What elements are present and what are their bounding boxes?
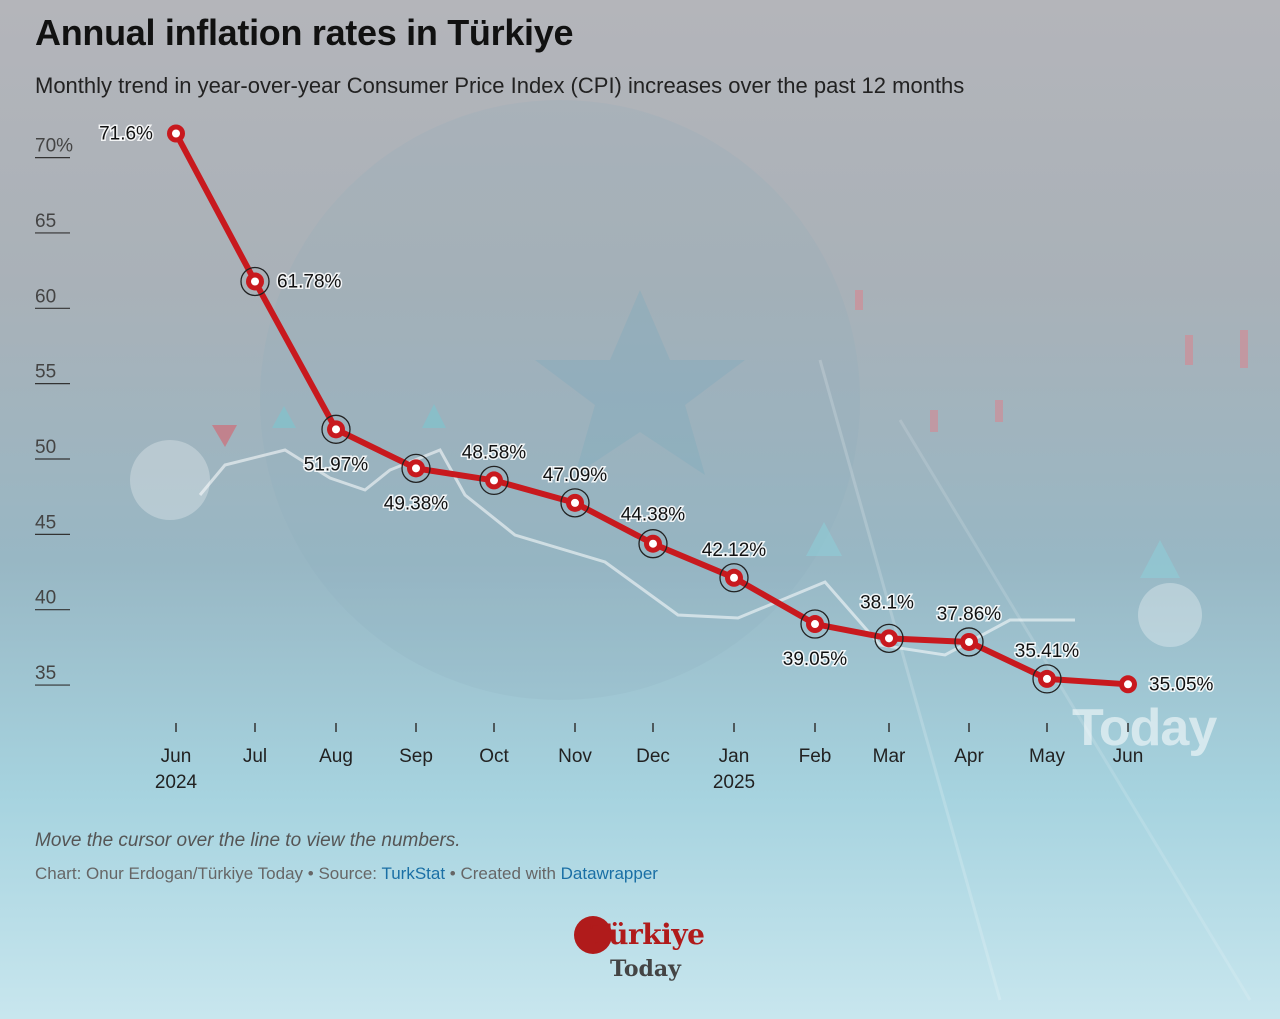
data-point-center — [490, 476, 498, 485]
data-label: 37.86% — [937, 604, 1002, 625]
x-tick-label: May — [1029, 746, 1065, 767]
x-tick-label: Jul — [243, 746, 267, 767]
inflation-series-line — [173, 130, 1131, 688]
data-label: 47.09% — [543, 465, 608, 486]
data-point-center — [251, 277, 259, 286]
data-point-center — [412, 464, 420, 473]
y-tick-label: 50 — [35, 437, 56, 458]
y-tick-label: 40 — [35, 588, 56, 609]
data-label: 51.97% — [304, 454, 369, 475]
x-tick-label: Nov — [558, 746, 592, 767]
data-point-center — [885, 634, 893, 643]
data-point-center — [730, 573, 738, 582]
data-point-center — [811, 620, 819, 629]
footer-credit: Chart: Onur Erdogan/Türkiye Today • Sour… — [35, 864, 382, 883]
data-point-center — [332, 425, 340, 434]
data-point-center — [1043, 674, 1051, 683]
data-label: 42.12% — [702, 540, 767, 561]
logo-sub-text: Today — [610, 956, 681, 982]
data-point-halo — [800, 609, 830, 639]
data-point-halo — [954, 627, 984, 657]
x-tick-label: Aug — [319, 746, 353, 767]
datawrapper-link[interactable]: Datawrapper — [560, 864, 658, 883]
x-tick-label: Apr — [954, 746, 984, 767]
data-label: 61.78% — [277, 271, 342, 292]
logo-main-text: Türkiye — [590, 918, 705, 951]
data-label: 35.41% — [1015, 641, 1080, 662]
data-label: 71.6% — [99, 124, 153, 145]
y-tick-label: 55 — [35, 362, 56, 383]
data-point-center — [571, 498, 579, 507]
y-tick-label: 35 — [35, 663, 56, 684]
data-point-halo — [240, 266, 270, 297]
data-point-center — [1124, 680, 1132, 689]
data-point-halo — [479, 465, 509, 496]
x-year-label: 2024 — [155, 772, 198, 793]
y-tick-label: 45 — [35, 512, 56, 533]
y-tick-label: 70% — [35, 136, 73, 157]
y-tick-label: 60 — [35, 286, 56, 307]
data-label: 38.1% — [860, 592, 914, 613]
data-label: 44.38% — [621, 505, 686, 526]
x-tick-label: Dec — [636, 746, 670, 767]
logo-circle-icon — [574, 916, 612, 954]
x-year-label: 2025 — [713, 772, 755, 793]
chart-subtitle: Monthly trend in year-over-year Consumer… — [35, 73, 965, 98]
line-chart[interactable]: 70% 65 60 55 50 45 40 35 Jun 2024 Jul Aug Sep Oct Nov D… — [0, 0, 1280, 800]
data-label: 48.58% — [462, 442, 527, 463]
x-tick-label: Sep — [399, 746, 433, 767]
x-tick-label: Jan — [719, 746, 750, 767]
x-tick-label: Mar — [873, 746, 906, 767]
turkiye-today-logo: Türkiye Today — [572, 914, 712, 990]
data-point-halo — [560, 488, 590, 518]
x-tick-label: Feb — [799, 746, 832, 767]
data-label: 49.38% — [384, 493, 449, 514]
data-point-center — [965, 637, 973, 646]
source-link[interactable]: TurkStat — [381, 864, 446, 883]
x-tick-label: Jun — [161, 746, 192, 767]
footer-created-with: • Created with — [445, 864, 561, 883]
data-point-center — [172, 129, 180, 138]
data-point-center — [649, 539, 657, 548]
data-point-halo — [719, 563, 749, 593]
x-tick-label: Jun — [1113, 746, 1144, 767]
data-point-halo — [638, 529, 668, 559]
data-point-halo — [401, 453, 431, 484]
data-point-halo — [321, 414, 351, 444]
today-watermark: Today — [1072, 699, 1217, 757]
data-point-halo — [874, 623, 904, 653]
chart-title: Annual inflation rates in Türkiye — [35, 12, 574, 53]
data-label: 39.05% — [783, 649, 848, 670]
chart-footer: Chart: Onur Erdogan/Türkiye Today • Sour… — [35, 864, 658, 884]
y-tick-label: 65 — [35, 211, 56, 232]
chart-notes: Move the cursor over the line to view th… — [35, 830, 461, 851]
data-label: 35.05% — [1149, 674, 1214, 695]
x-tick-label: Oct — [479, 746, 509, 767]
data-point-halo — [1032, 664, 1062, 694]
